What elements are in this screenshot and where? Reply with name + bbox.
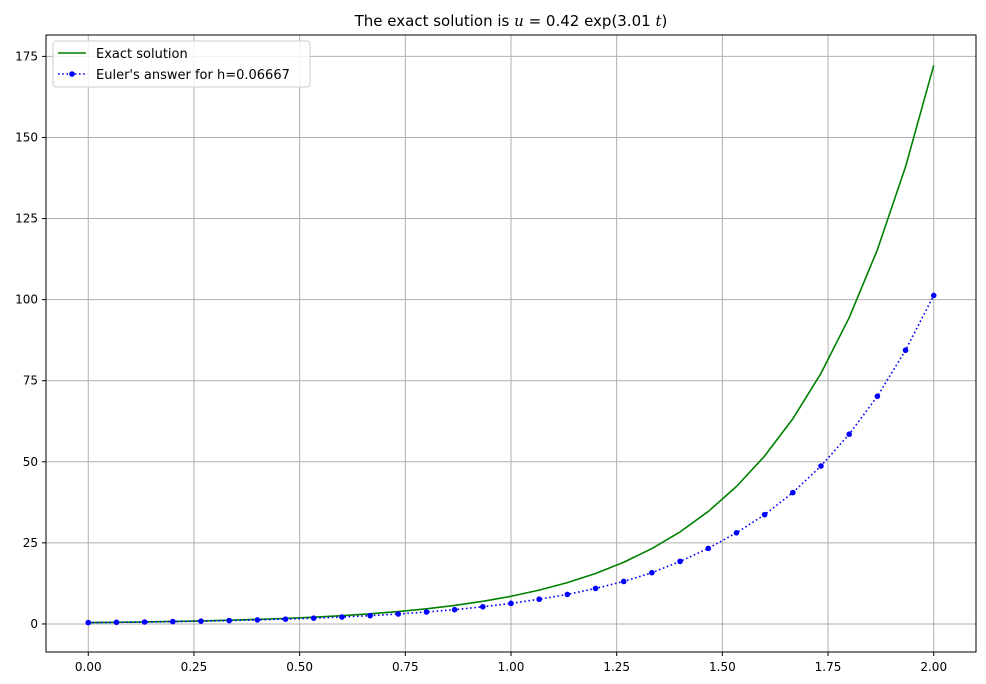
legend-box — [52, 40, 311, 88]
x-tick-label: 2.00 — [920, 660, 947, 674]
x-tick-label: 1.50 — [709, 660, 736, 674]
legend-label-exact: Exact solution — [96, 47, 188, 62]
data-point-euler — [790, 489, 796, 496]
y-tick-label: 125 — [15, 212, 38, 226]
x-tick-label: 0.75 — [392, 660, 419, 674]
data-point-euler — [592, 585, 599, 592]
x-tick-label: 0.00 — [75, 660, 102, 674]
data-point-euler — [198, 618, 204, 624]
data-point-euler — [451, 606, 458, 613]
x-tick-label: 0.25 — [181, 660, 208, 674]
data-point-euler — [85, 619, 92, 626]
x-tick-label: 1.25 — [603, 660, 630, 674]
data-point-euler — [480, 603, 486, 610]
data-point-euler — [170, 618, 176, 625]
series-layer — [85, 65, 937, 626]
data-point-euler — [902, 347, 909, 354]
data-point-euler — [141, 619, 148, 625]
data-point-euler — [339, 614, 345, 620]
data-point-euler — [649, 569, 655, 576]
grid — [46, 35, 976, 652]
data-point-euler — [564, 591, 571, 598]
data-point-euler — [113, 619, 120, 626]
data-point-euler — [395, 611, 402, 617]
data-point-euler — [254, 617, 261, 623]
data-point-euler — [761, 511, 768, 518]
series-euler — [85, 292, 937, 626]
y-tick-label: 0 — [30, 617, 38, 631]
data-point-euler — [620, 578, 627, 585]
x-axis: 0.00 0.25 0.50 0.75 1.00 1.25 1.50 1.75 2.00 — [75, 652, 947, 674]
data-point-euler — [677, 558, 683, 565]
y-tick-label: 150 — [15, 130, 38, 144]
data-point-euler — [508, 600, 514, 607]
data-point-euler — [282, 616, 289, 622]
data-point-euler — [705, 545, 712, 552]
y-tick-label: 25 — [23, 536, 38, 550]
legend-marker-euler — [69, 71, 75, 77]
y-tick-label: 175 — [15, 49, 38, 63]
data-point-euler — [733, 530, 740, 536]
legend-label-euler: Euler's answer for h=0.06667 — [96, 68, 290, 83]
chart-title: The exact solution is u = 0.42 exp(3.01 … — [354, 12, 668, 30]
data-point-euler — [367, 612, 373, 619]
y-tick-label: 75 — [23, 374, 38, 388]
data-point-euler — [874, 393, 881, 400]
x-tick-label: 1.75 — [815, 660, 842, 674]
x-tick-label: 0.50 — [286, 660, 313, 674]
x-tick-label: 1.00 — [498, 660, 525, 674]
legend: Exact solution Euler's answer for h=0.06… — [52, 40, 311, 88]
data-point-euler — [226, 617, 232, 624]
data-point-euler — [818, 463, 824, 469]
data-point-euler — [536, 596, 542, 603]
data-point-euler — [846, 431, 852, 438]
y-tick-label: 50 — [23, 455, 38, 469]
data-point-euler — [930, 292, 937, 299]
data-point-euler — [310, 615, 317, 621]
y-tick-label: 100 — [15, 293, 38, 307]
data-point-euler — [423, 609, 430, 615]
y-axis: 0 25 50 75 100 125 150 175 — [15, 49, 46, 631]
